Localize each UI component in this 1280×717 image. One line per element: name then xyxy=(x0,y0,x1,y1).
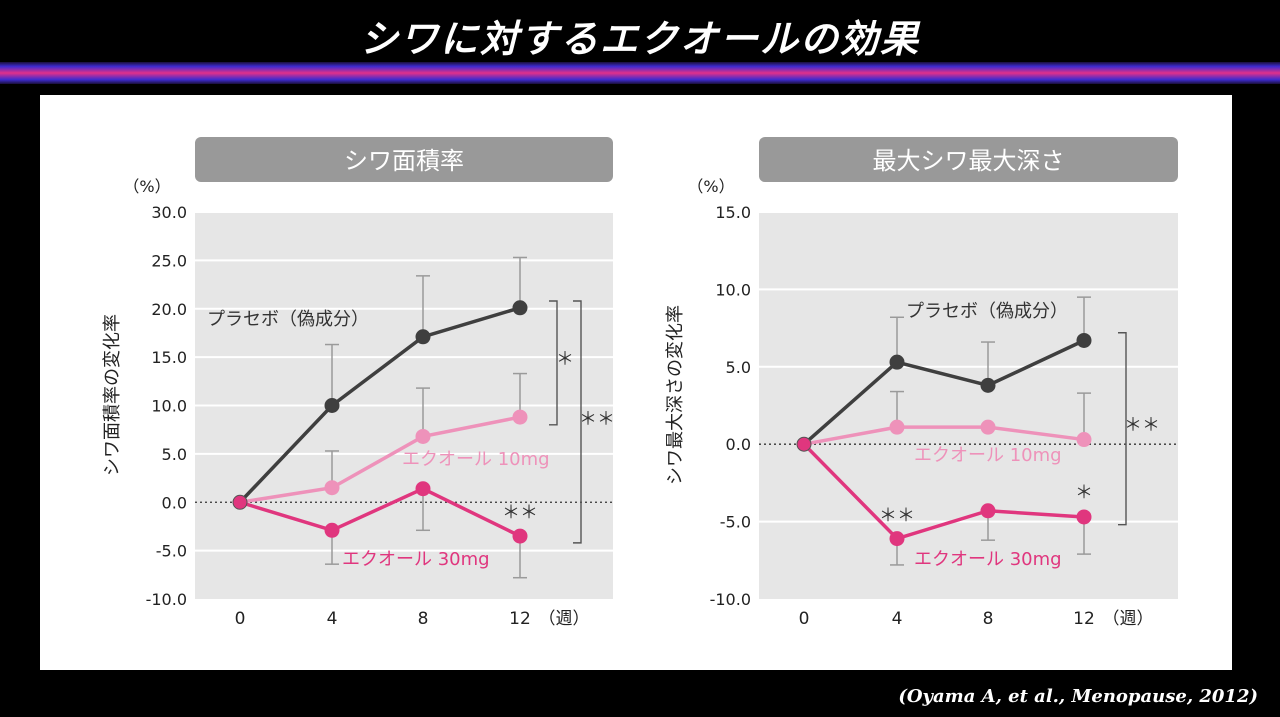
x-tick-label: 4 xyxy=(892,609,903,629)
series-label-equol30: エクオール 30mg xyxy=(914,549,1062,570)
x-tick-label: 12 xyxy=(1073,609,1095,629)
data-point-placebo xyxy=(980,377,996,393)
x-tick-label: 0 xyxy=(799,609,810,629)
y-tick-label: -10.0 xyxy=(710,590,751,609)
data-point-equol10 xyxy=(980,419,996,435)
y-tick-label: 0.0 xyxy=(162,493,187,512)
chart-header-bar xyxy=(759,137,1178,182)
series-line-equol30 xyxy=(802,442,1085,541)
y-tick-label: 10.0 xyxy=(151,397,187,416)
significance-mark: ＊ xyxy=(556,349,574,370)
data-point-equol10 xyxy=(324,480,340,496)
significance-mark: ＊＊ xyxy=(502,503,538,524)
data-point-placebo xyxy=(415,329,431,345)
y-tick-label: 15.0 xyxy=(715,203,751,222)
series-label-equol10: エクオール 10mg xyxy=(914,445,1062,466)
x-tick-label: 12 xyxy=(509,609,531,629)
data-point-equol30 xyxy=(415,481,431,497)
data-point-equol30 xyxy=(1076,509,1092,525)
y-tick-label: 20.0 xyxy=(151,300,187,319)
x-tick-label: 0 xyxy=(235,609,246,629)
charts-svg: シワ面積率 30.0 25.0 20.0 15.0 10.0 5.0 0.0 -5.0 -10.0… xyxy=(102,137,1178,629)
data-point-equol30 xyxy=(512,528,528,544)
series-line-placebo xyxy=(802,338,1085,446)
x-unit-label: （週） xyxy=(1103,609,1154,629)
data-point-equol30 xyxy=(980,503,996,519)
series-label-placebo: プラセボ（偽成分） xyxy=(906,301,1068,322)
series-line-equol10 xyxy=(803,425,1085,446)
y-tick-label: 10.0 xyxy=(715,280,751,299)
x-tick-label: 8 xyxy=(418,609,429,629)
x-tick-label: 4 xyxy=(327,609,338,629)
y-tick-label: -5.0 xyxy=(156,542,187,561)
y-tick-label: -5.0 xyxy=(720,513,751,532)
series-line-equol10 xyxy=(239,415,521,504)
title-band xyxy=(0,62,1280,84)
significance-mark: ＊ xyxy=(1075,482,1093,503)
data-point-placebo xyxy=(889,354,905,370)
chart-title: 最大シワ最大深さ xyxy=(873,147,1065,175)
data-point-placebo xyxy=(1076,332,1092,348)
chart-title: シワ面積率 xyxy=(344,147,464,175)
y-tick-label: 5.0 xyxy=(726,358,751,377)
significance-mark: ＊＊ xyxy=(1124,415,1160,436)
origin-point xyxy=(232,494,248,510)
series-label-equol30: エクオール 30mg xyxy=(342,549,490,570)
y-tick-label: 0.0 xyxy=(726,435,751,454)
plot-background xyxy=(759,212,1178,599)
significance-mark: ＊＊ xyxy=(579,409,615,430)
data-point-equol10 xyxy=(512,409,528,425)
series-label-placebo: プラセボ（偽成分） xyxy=(207,309,369,330)
series-line-equol30 xyxy=(239,486,521,538)
y-tick-label: -10.0 xyxy=(146,590,187,609)
y-unit-label: （%） xyxy=(123,177,170,196)
data-point-equol10 xyxy=(415,428,431,444)
significance-mark: ＊＊ xyxy=(879,506,915,527)
significance-bracket xyxy=(573,300,582,544)
y-axis-label: シワ最大深さの変化率 xyxy=(665,305,686,485)
significance-bracket xyxy=(1118,332,1127,526)
data-point-equol30 xyxy=(324,522,340,538)
x-unit-label: （週） xyxy=(539,609,590,629)
x-tick-label: 8 xyxy=(983,609,994,629)
significance-bracket xyxy=(549,300,558,426)
origin-point xyxy=(796,436,812,452)
y-tick-label: 5.0 xyxy=(162,445,187,464)
series-label-equol10: エクオール 10mg xyxy=(402,449,550,470)
figure-panel: シワ面積率 30.0 25.0 20.0 15.0 10.0 5.0 0.0 -5.0 -10.0… xyxy=(40,95,1232,670)
data-point-equol10 xyxy=(889,419,905,435)
data-point-equol30 xyxy=(889,531,905,547)
y-unit-label: （%） xyxy=(687,177,734,196)
y-tick-label: 30.0 xyxy=(151,203,187,222)
slide-title: シワに対するエクオールの効果 xyxy=(359,17,920,61)
series-line-placebo xyxy=(238,306,521,504)
data-point-equol10 xyxy=(1076,432,1092,448)
y-axis-label: シワ面積率の変化率 xyxy=(102,314,123,476)
data-point-placebo xyxy=(512,300,528,316)
y-tick-label: 25.0 xyxy=(151,251,187,270)
y-tick-label: 15.0 xyxy=(151,348,187,367)
citation: (Oyama A, et al., Menopause, 2012) xyxy=(898,686,1258,707)
chart-header-bar xyxy=(195,137,613,182)
data-point-placebo xyxy=(324,398,340,413)
